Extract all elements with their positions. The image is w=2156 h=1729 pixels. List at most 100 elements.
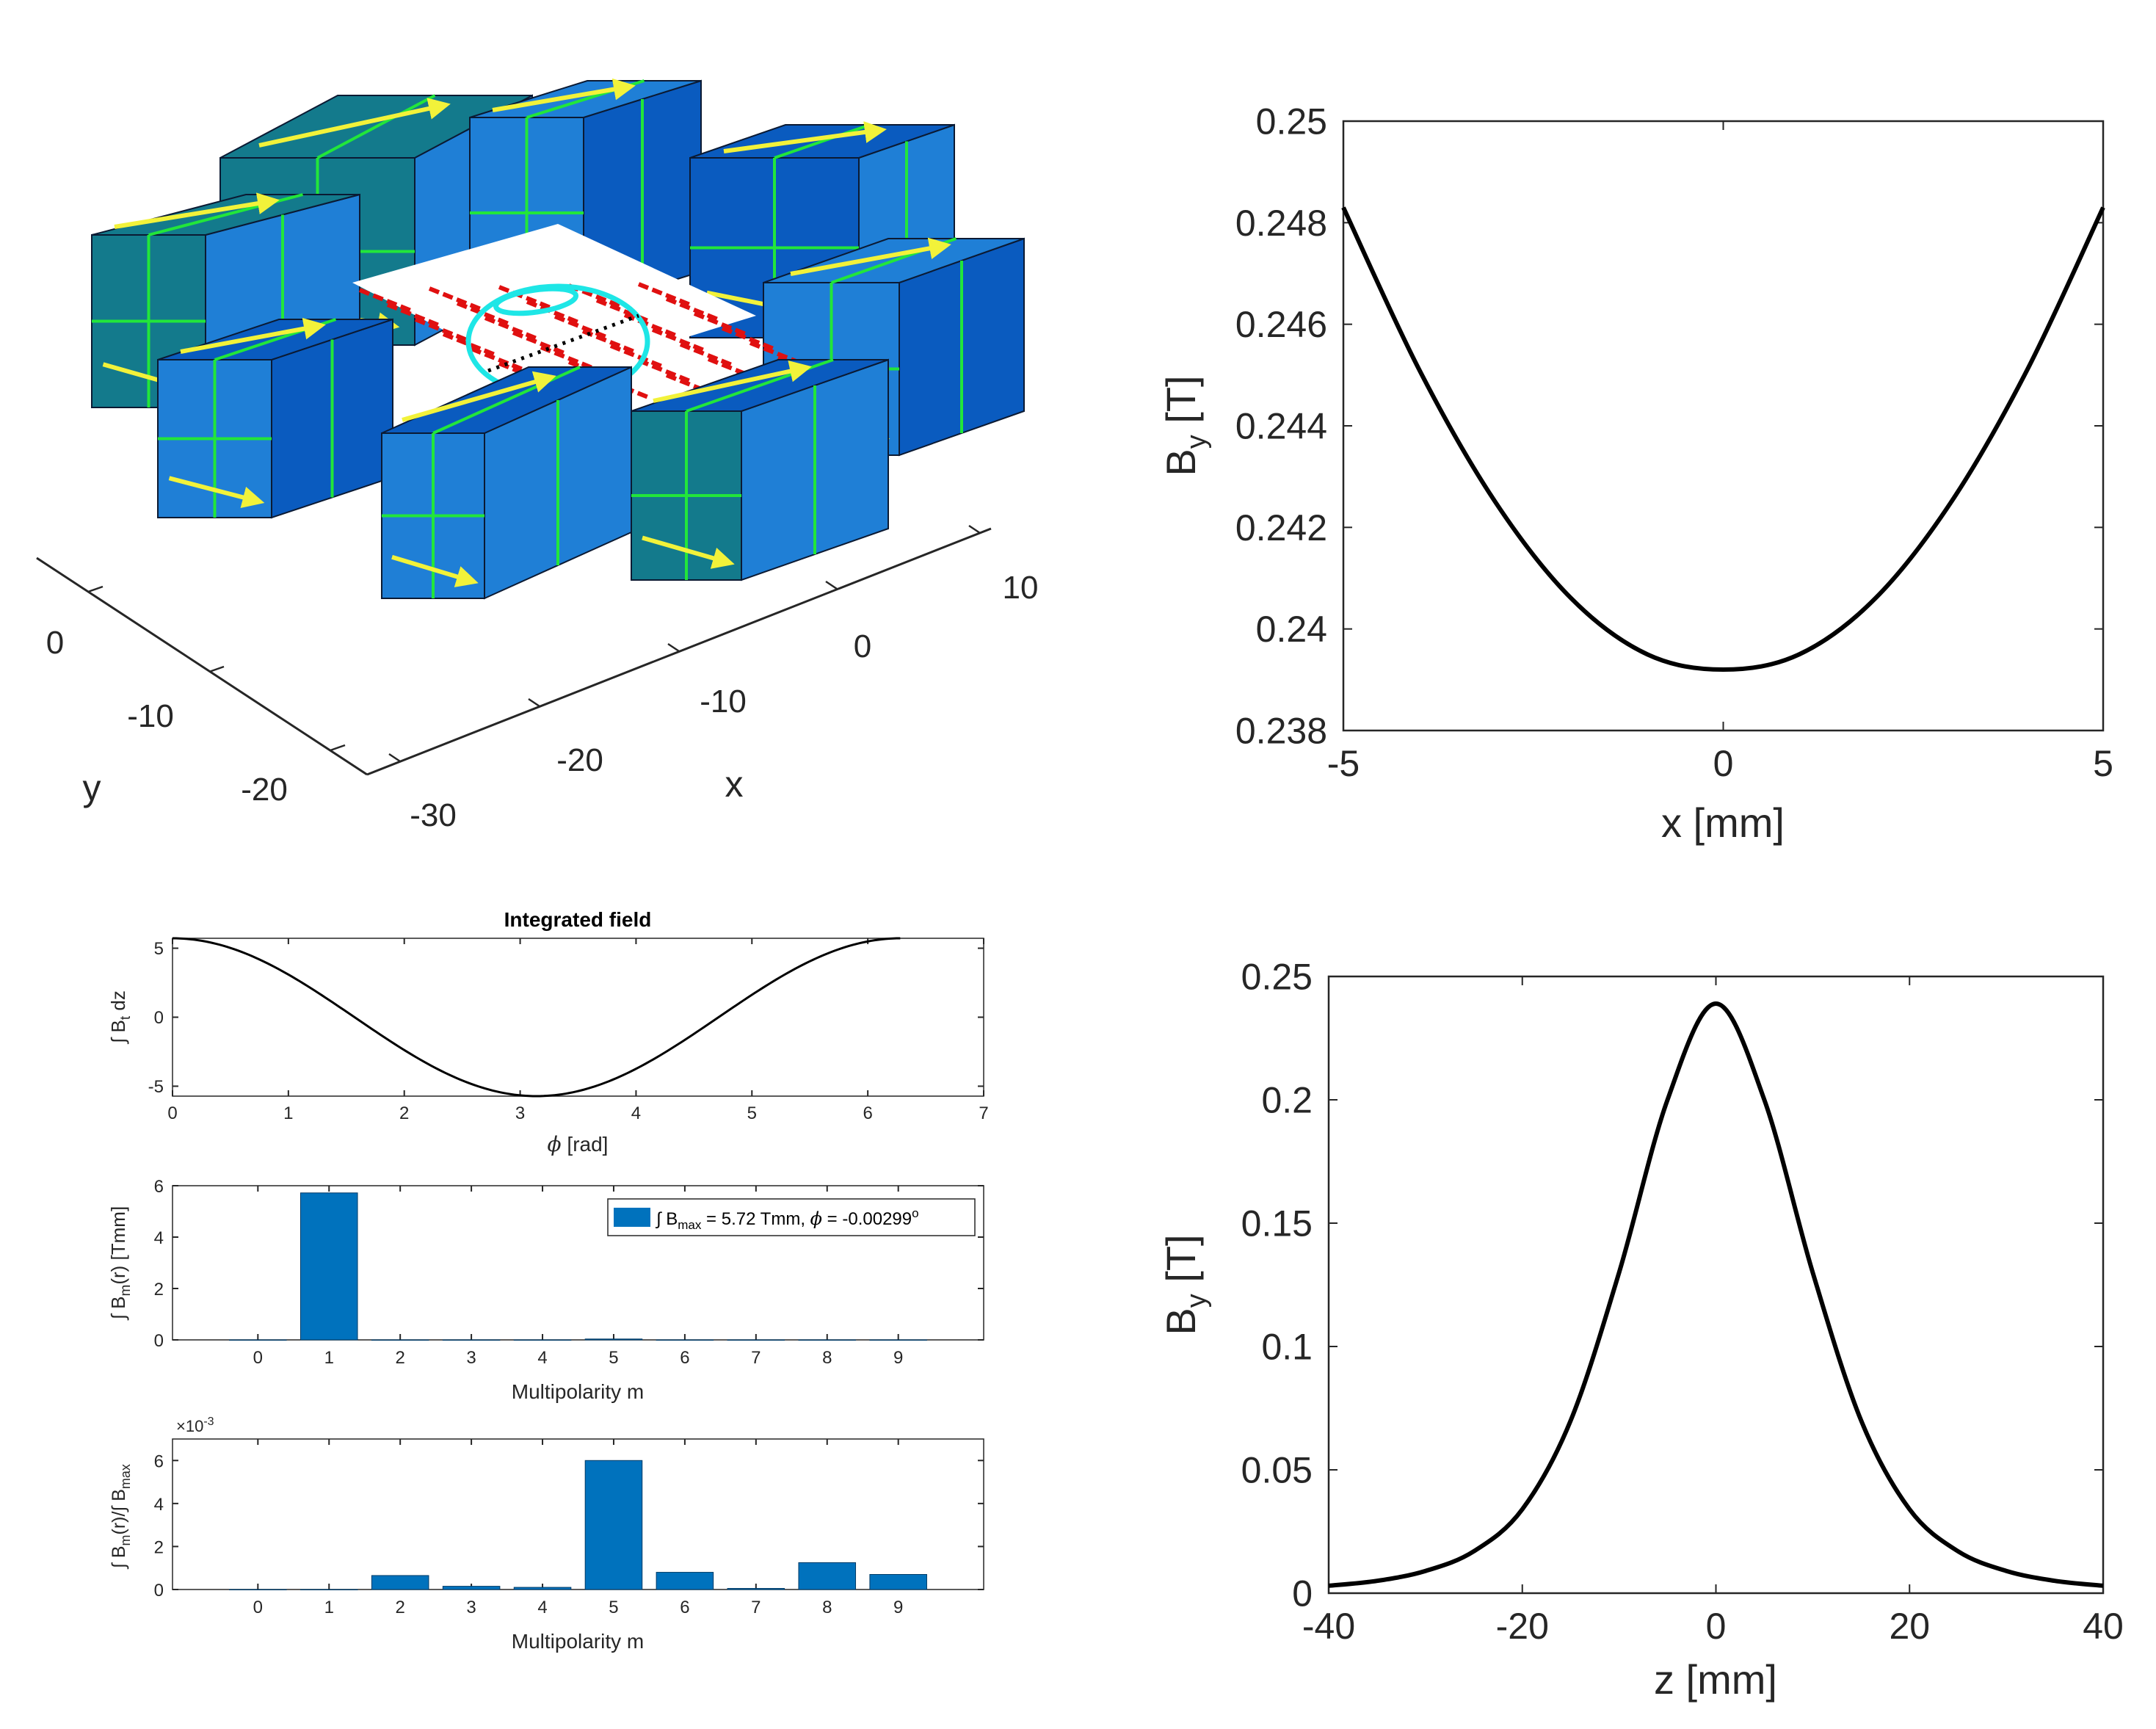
x-tick-label: 6: [863, 1103, 872, 1123]
bar-m0: [229, 1339, 287, 1341]
y-axis-label-sub: t: [118, 1015, 134, 1020]
x-tick-m30: -30: [410, 797, 457, 833]
y-tick-label: 0.24: [1256, 609, 1327, 650]
y-axis-label: ∫ Bm(r) [Tmm]: [107, 1206, 134, 1321]
field-arrow: [581, 329, 636, 354]
legend-text-phi: ϕ: [810, 1208, 822, 1229]
y-axis-label-sub2: max: [118, 1464, 133, 1489]
magnetization-arrow: [642, 535, 735, 569]
exponent-label: ×10-3: [176, 1416, 214, 1435]
y-axis-label-main: ∫ B: [109, 1545, 129, 1569]
x-tick-label: 2: [399, 1103, 409, 1123]
x-tick-label: -20: [1496, 1606, 1549, 1647]
field-arrow: [540, 345, 594, 370]
y-tick-m20: -20: [241, 772, 288, 808]
y-tick-label: 0.1: [1261, 1327, 1313, 1368]
x-tick-label: 0: [1713, 743, 1734, 784]
x-tick-label: 5: [609, 1598, 618, 1617]
x-axis-label-unit: [rad]: [567, 1133, 608, 1156]
y-tick-label: 5: [154, 939, 164, 959]
x-tick-label: 4: [537, 1598, 547, 1617]
magnet-axes: [36, 527, 992, 776]
chart-by-vs-z: -40 -20 0 20 40 0 0.05 0.1 0.15 0.2 0.25 z [mm] By…: [1158, 957, 2124, 1703]
x-tick-label: 0: [253, 1598, 263, 1617]
magnetization-arrow: [492, 78, 636, 112]
y-axis-label-3d: y: [83, 767, 101, 808]
x-tick-label: 5: [609, 1348, 618, 1368]
legend: ∫ Bmax = 5.72 Tmm, ϕ = -0.00299o: [607, 1198, 976, 1236]
y-tick-label: 0.05: [1241, 1450, 1313, 1491]
x-tick-label: -5: [1327, 743, 1360, 784]
magnetization-arrow: [653, 360, 812, 403]
field-arrow: [386, 302, 440, 327]
y-axis-label-unit: dz: [107, 990, 129, 1010]
x-tick-label: -40: [1302, 1606, 1355, 1647]
y-tick-label: 0.238: [1235, 711, 1327, 752]
x-tick-label: 6: [680, 1348, 689, 1368]
x-axis-label-symbol: ϕ: [548, 1132, 562, 1156]
magnetization-arrow: [723, 121, 887, 153]
y-axis-label: ∫ Bm(r)/∫ Bmax: [109, 1464, 133, 1570]
bar-m6: [656, 1339, 714, 1341]
field-arrow: [484, 316, 538, 341]
y-axis-label-space: [1158, 424, 1204, 435]
bar-m4: [513, 1339, 572, 1341]
y-tick-label: 0.25: [1256, 101, 1327, 142]
y-axis-label-sub: m: [118, 1285, 134, 1297]
bar-m7: [727, 1588, 785, 1590]
cube-midline: [774, 123, 871, 159]
field-arrow: [442, 332, 496, 357]
x-tick-label: 0: [167, 1103, 177, 1123]
field-arrow: [470, 347, 524, 371]
bar-m3: [442, 1586, 501, 1590]
integrated-field-line: [172, 937, 901, 1098]
magnetization-arrow: [402, 371, 556, 422]
field-arrow: [553, 314, 608, 339]
bar-m3: [442, 1339, 501, 1341]
x-tick-label: 1: [324, 1598, 334, 1617]
y-axis-label-main: ∫ B: [107, 1296, 129, 1321]
x-axis-label: x [mm]: [1661, 800, 1785, 846]
y-axis-label-space: [107, 1011, 129, 1016]
magnet-array-view: 0 -10 -20 -30 -20 -10 0 10 y x: [36, 78, 1038, 833]
x-axis-label: ϕ [rad]: [548, 1132, 609, 1156]
y-tick-label: 0.25: [1241, 957, 1313, 998]
bar-m5: [584, 1460, 643, 1590]
centerline-dotted: [487, 313, 639, 373]
y-tick-label: 4: [154, 1495, 164, 1515]
cubes-front: [157, 317, 889, 600]
plot-box: [172, 1438, 984, 1590]
magnet-cube: [631, 358, 889, 581]
x-tick-label: 9: [893, 1348, 903, 1368]
x-tick-label: 8: [822, 1348, 832, 1368]
bar-m9: [869, 1339, 927, 1341]
by-z-series-line: [1328, 1001, 2104, 1588]
y-tick-label: 0.242: [1235, 507, 1327, 548]
x-tick-label: 4: [631, 1103, 641, 1123]
bar-m1: [300, 1192, 358, 1341]
y-axis-label-sub: y: [1181, 1294, 1212, 1308]
x-axis-label-space: [562, 1133, 567, 1156]
y-tick-label: 0.246: [1235, 304, 1327, 345]
x-tick-label: 7: [751, 1348, 761, 1368]
x-tick-label: 2: [395, 1598, 404, 1617]
x-tick-label: 6: [680, 1598, 689, 1617]
y-tick-label: 0.248: [1235, 203, 1327, 244]
x-tick-m10: -10: [700, 684, 747, 719]
ticks: 0 1 2 3 4 5 6 7-505: [148, 938, 989, 1123]
field-arrow: [526, 300, 580, 325]
field-arrow: [498, 285, 552, 310]
y-axis-label: By [T]: [1158, 375, 1212, 476]
y-tick-label: 0.244: [1235, 406, 1327, 447]
x-tick-0: 0: [854, 628, 871, 664]
y-tick-label: 0: [154, 1581, 164, 1601]
field-arrow: [665, 297, 719, 322]
bar-m2: [371, 1575, 429, 1590]
exponent-base: ×10: [176, 1417, 203, 1435]
bar-m9: [869, 1574, 927, 1590]
x-tick-label: 7: [979, 1103, 988, 1123]
legend-text-post: = -0.00299: [822, 1209, 912, 1229]
y-tick-0: 0: [46, 625, 64, 661]
chart-title: Integrated field: [504, 908, 652, 931]
